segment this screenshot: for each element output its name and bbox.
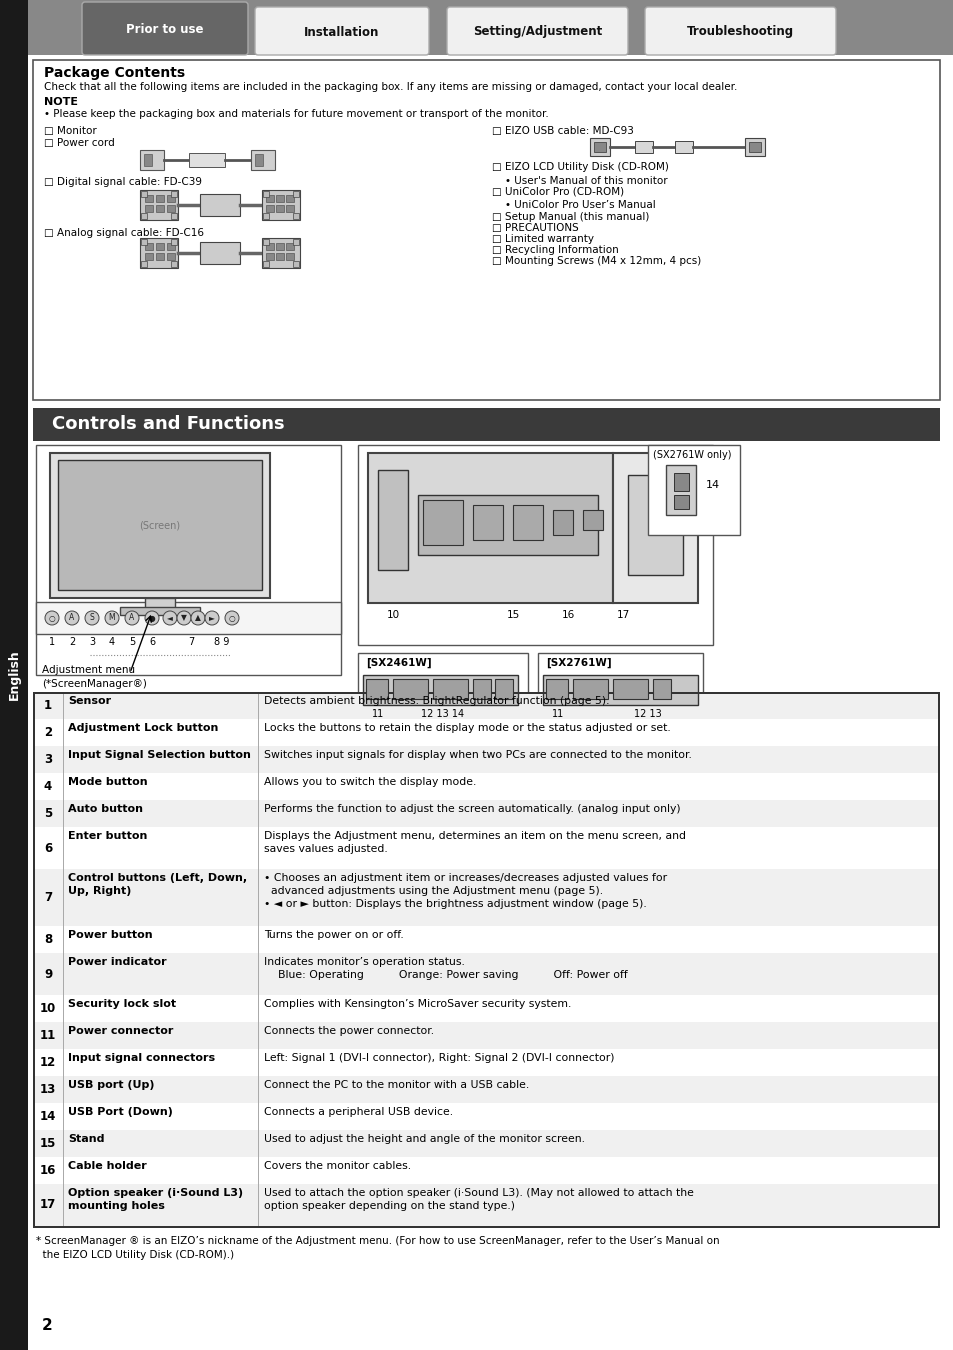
- Bar: [33, 720, 939, 747]
- Bar: [635, 140, 652, 153]
- Bar: [263, 261, 269, 267]
- Bar: [254, 154, 263, 166]
- Bar: [665, 464, 696, 514]
- Text: Adjustment menu
(*ScreenManager®): Adjustment menu (*ScreenManager®): [42, 666, 147, 688]
- Text: □ Digital signal cable: FD-C39: □ Digital signal cable: FD-C39: [44, 177, 202, 188]
- Text: Mode button: Mode button: [68, 778, 148, 787]
- Text: Installation: Installation: [304, 26, 379, 39]
- Text: [SX2461W]: [SX2461W]: [366, 657, 431, 668]
- Bar: [36, 446, 340, 675]
- Bar: [33, 774, 939, 801]
- Text: 16: 16: [40, 1164, 56, 1177]
- Text: Connect the PC to the monitor with a USB cable.: Connect the PC to the monitor with a USB…: [264, 1080, 529, 1089]
- Text: 6: 6: [44, 841, 52, 855]
- Bar: [266, 243, 274, 250]
- Text: 15: 15: [506, 610, 519, 620]
- Text: □ EIZO LCD Utility Disk (CD-ROM): □ EIZO LCD Utility Disk (CD-ROM): [492, 162, 668, 171]
- Bar: [156, 252, 164, 261]
- Text: M: M: [109, 613, 115, 622]
- Text: Input Signal Selection button: Input Signal Selection button: [68, 751, 251, 760]
- Bar: [393, 679, 428, 699]
- Text: 3: 3: [44, 753, 52, 765]
- Text: S: S: [90, 613, 94, 622]
- Text: □ Recycling Information: □ Recycling Information: [492, 244, 618, 255]
- Bar: [33, 1076, 939, 1103]
- Text: 3: 3: [89, 637, 95, 647]
- Text: Power button: Power button: [68, 930, 152, 940]
- Text: Locks the buttons to retain the display mode or the status adjusted or set.: Locks the buttons to retain the display …: [264, 724, 670, 733]
- Bar: [495, 679, 513, 699]
- Text: Option speaker (i·Sound L3)
mounting holes: Option speaker (i·Sound L3) mounting hol…: [68, 1188, 243, 1211]
- Bar: [553, 510, 573, 535]
- Bar: [647, 446, 740, 535]
- Text: Adjustment Lock button: Adjustment Lock button: [68, 724, 218, 733]
- FancyBboxPatch shape: [644, 7, 835, 55]
- Circle shape: [177, 612, 191, 625]
- Bar: [33, 693, 939, 720]
- Bar: [275, 252, 284, 261]
- Bar: [744, 138, 764, 157]
- Bar: [262, 238, 299, 269]
- Bar: [167, 252, 174, 261]
- Text: Power connector: Power connector: [68, 1026, 173, 1035]
- Text: 4: 4: [109, 637, 115, 647]
- Text: Used to adjust the height and angle of the monitor screen.: Used to adjust the height and angle of t…: [264, 1134, 584, 1143]
- Text: ▲: ▲: [194, 613, 201, 622]
- Bar: [537, 653, 702, 718]
- Bar: [140, 190, 178, 220]
- Text: 5: 5: [44, 807, 52, 819]
- Bar: [189, 153, 225, 167]
- Text: Enter button: Enter button: [68, 832, 147, 841]
- Bar: [33, 59, 939, 400]
- Bar: [28, 0, 953, 55]
- Bar: [263, 239, 269, 244]
- Text: □ Power cord: □ Power cord: [44, 138, 114, 148]
- Text: 4: 4: [44, 780, 52, 792]
- Text: ○: ○: [229, 613, 235, 622]
- Bar: [266, 205, 274, 212]
- Text: NOTE: NOTE: [44, 97, 78, 107]
- Text: 12 13 14: 12 13 14: [421, 709, 464, 720]
- Text: Performs the function to adjust the screen automatically. (analog input only): Performs the function to adjust the scre…: [264, 805, 679, 814]
- Text: 8 9: 8 9: [214, 637, 230, 647]
- Bar: [582, 510, 602, 531]
- Text: * ScreenManager ® is an EIZO’s nickname of the Adjustment menu. (For how to use : * ScreenManager ® is an EIZO’s nickname …: [36, 1237, 719, 1260]
- Text: Displays the Adjustment menu, determines an item on the menu screen, and
saves v: Displays the Adjustment menu, determines…: [264, 832, 685, 855]
- FancyBboxPatch shape: [82, 1, 248, 55]
- Bar: [513, 505, 542, 540]
- Text: Controls and Functions: Controls and Functions: [52, 414, 284, 433]
- Bar: [141, 239, 147, 244]
- Bar: [36, 602, 340, 634]
- Text: □ EIZO USB cable: MD-C93: □ EIZO USB cable: MD-C93: [492, 126, 633, 136]
- Bar: [58, 460, 262, 590]
- Bar: [473, 505, 502, 540]
- Bar: [156, 205, 164, 212]
- Bar: [293, 213, 298, 219]
- Text: Check that all the following items are included in the packaging box. If any ite: Check that all the following items are i…: [44, 82, 737, 92]
- Bar: [144, 154, 152, 166]
- Text: A: A: [130, 613, 134, 622]
- Bar: [263, 213, 269, 219]
- Bar: [156, 194, 164, 202]
- Bar: [613, 679, 647, 699]
- Bar: [171, 190, 177, 197]
- Bar: [33, 1226, 939, 1227]
- FancyBboxPatch shape: [447, 7, 627, 55]
- Bar: [33, 1049, 939, 1076]
- Bar: [573, 679, 607, 699]
- Text: 13: 13: [40, 1083, 56, 1096]
- Text: Stand: Stand: [68, 1134, 105, 1143]
- Text: Connects a peripheral USB device.: Connects a peripheral USB device.: [264, 1107, 453, 1116]
- Text: 12: 12: [40, 1056, 56, 1069]
- Text: 6: 6: [149, 637, 155, 647]
- Bar: [293, 261, 298, 267]
- Bar: [200, 194, 240, 216]
- Text: Auto button: Auto button: [68, 805, 143, 814]
- Circle shape: [205, 612, 219, 625]
- Text: Prior to use: Prior to use: [126, 23, 204, 36]
- Text: 8: 8: [44, 933, 52, 946]
- Text: USB port (Up): USB port (Up): [68, 1080, 154, 1089]
- Bar: [145, 194, 152, 202]
- Text: 2: 2: [44, 726, 52, 738]
- Text: □ PRECAUTIONS: □ PRECAUTIONS: [492, 223, 578, 234]
